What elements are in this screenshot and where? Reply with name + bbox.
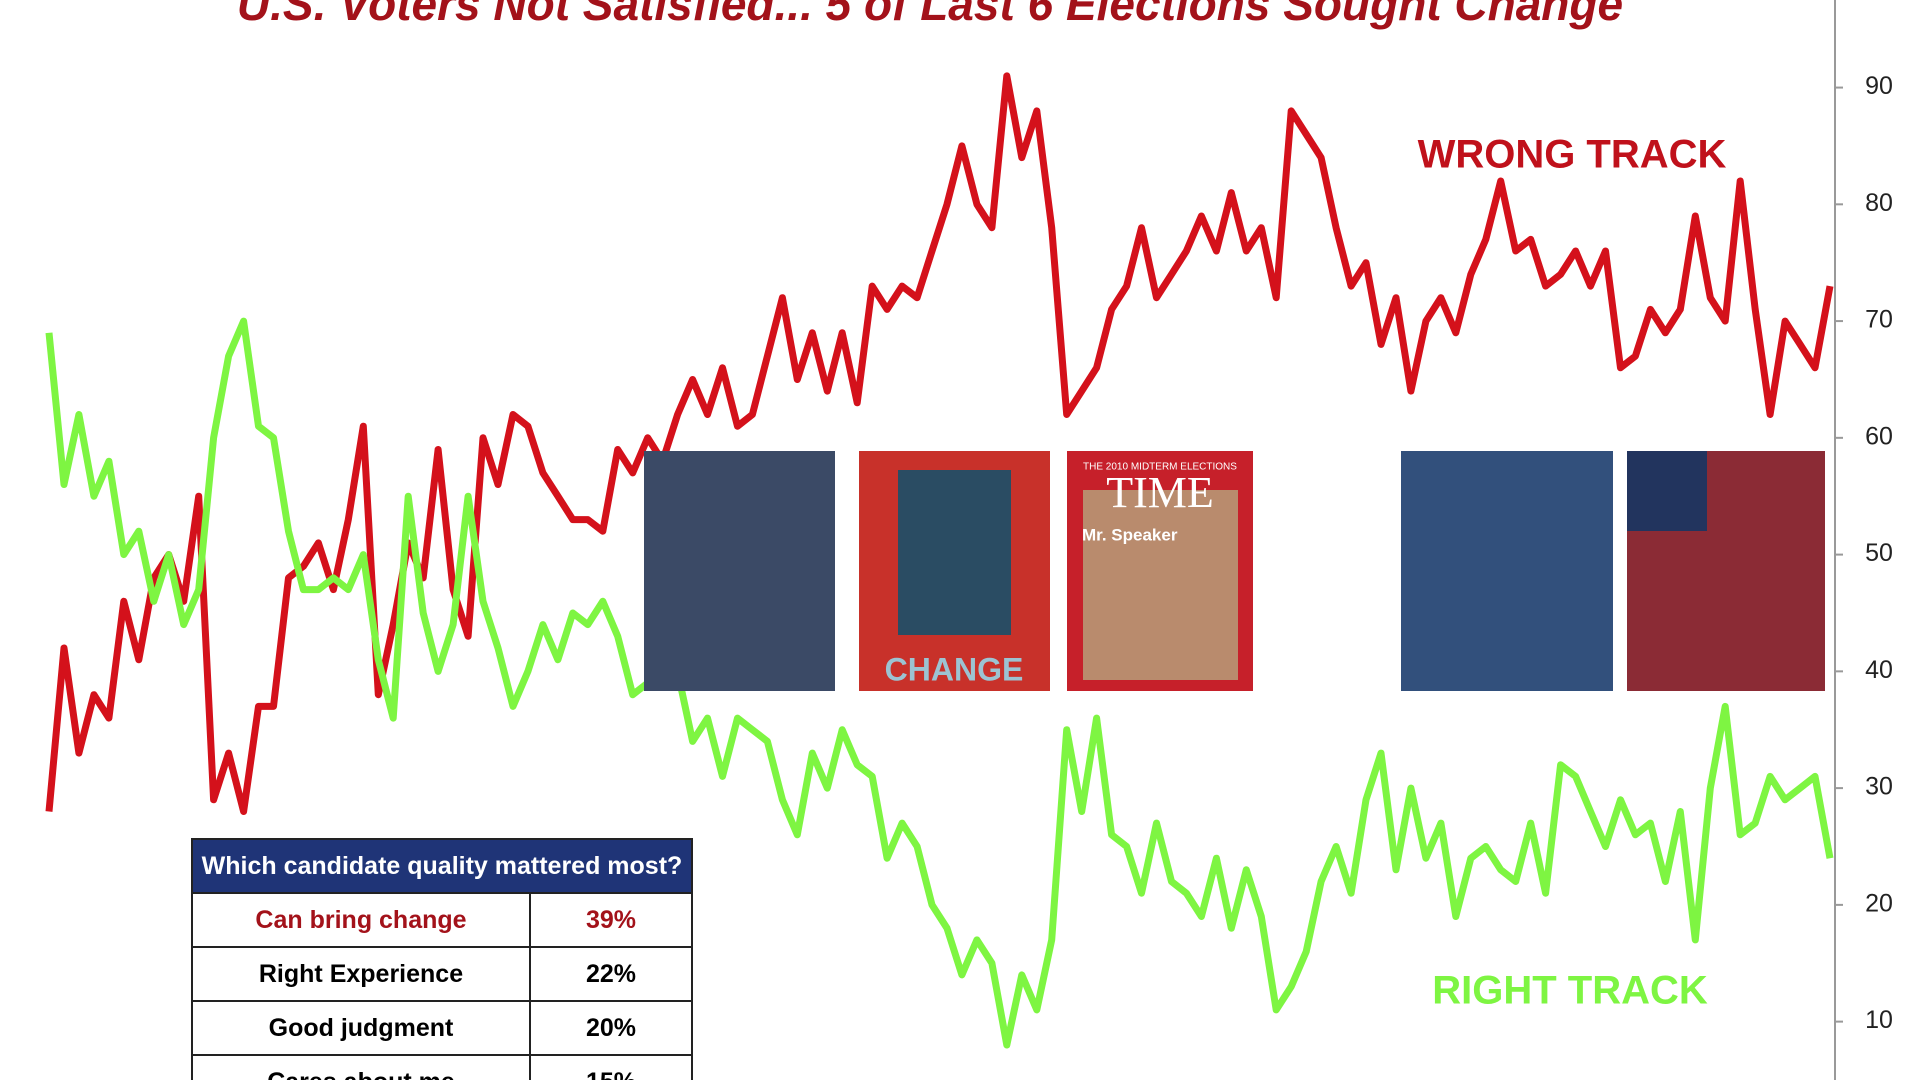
photo: [1627, 451, 1707, 531]
y-tick-label: 30: [1865, 773, 1893, 801]
photo-caption: THE 2010 MIDTERM ELECTIONS: [1083, 462, 1237, 473]
y-tick-label: 90: [1865, 72, 1893, 100]
photo: [644, 451, 835, 691]
table-row: Right Experience 22%: [193, 946, 691, 1000]
table-cell: Cares about me: [193, 1056, 531, 1080]
series-label: WRONG TRACK: [1418, 133, 1727, 177]
table-row: Can bring change 39%: [193, 892, 691, 946]
photo-caption: Mr. Speaker: [1082, 525, 1178, 544]
series-line: [45, 72, 1834, 815]
table-row: Good judgment 20%: [193, 1000, 691, 1054]
table-cell: 15%: [531, 1056, 691, 1080]
y-tick-label: 10: [1865, 1006, 1893, 1034]
photo: [1083, 490, 1238, 680]
photo: [898, 470, 1011, 635]
y-tick-label: 60: [1865, 422, 1893, 450]
photos: THE 2010 MIDTERM ELECTIONS TIME Mr. Spea…: [644, 451, 1825, 691]
table-title: Which candidate quality mattered most?: [193, 840, 691, 892]
photo-caption: TIME: [1106, 468, 1214, 517]
table-row: Cares about me15%: [193, 1054, 691, 1080]
table: Which candidate quality mattered most? C…: [191, 838, 693, 1080]
series-label: RIGHT TRACK: [1432, 969, 1708, 1013]
y-tick-label: 50: [1865, 539, 1893, 567]
table-cell: 20%: [585, 1014, 637, 1042]
photo-caption: CHANGE: [885, 651, 1024, 687]
table-cell: Right Experience: [193, 948, 531, 1000]
photo: [1401, 451, 1613, 691]
series-line: [45, 317, 1834, 1049]
table-cell: Can bring change: [193, 894, 531, 946]
y-tick-label: 20: [1865, 889, 1893, 917]
y-tick-label: 70: [1865, 306, 1893, 334]
table-cell: Good judgment: [193, 1002, 531, 1054]
y-tick-label: 40: [1865, 656, 1893, 684]
table-cell: 39%: [585, 906, 637, 934]
table-cell: 22%: [585, 960, 637, 988]
y-tick-label: 80: [1865, 189, 1893, 217]
chart-title: U.S. Voters Not Satisfied... 5 of Last 6…: [237, 0, 1623, 30]
